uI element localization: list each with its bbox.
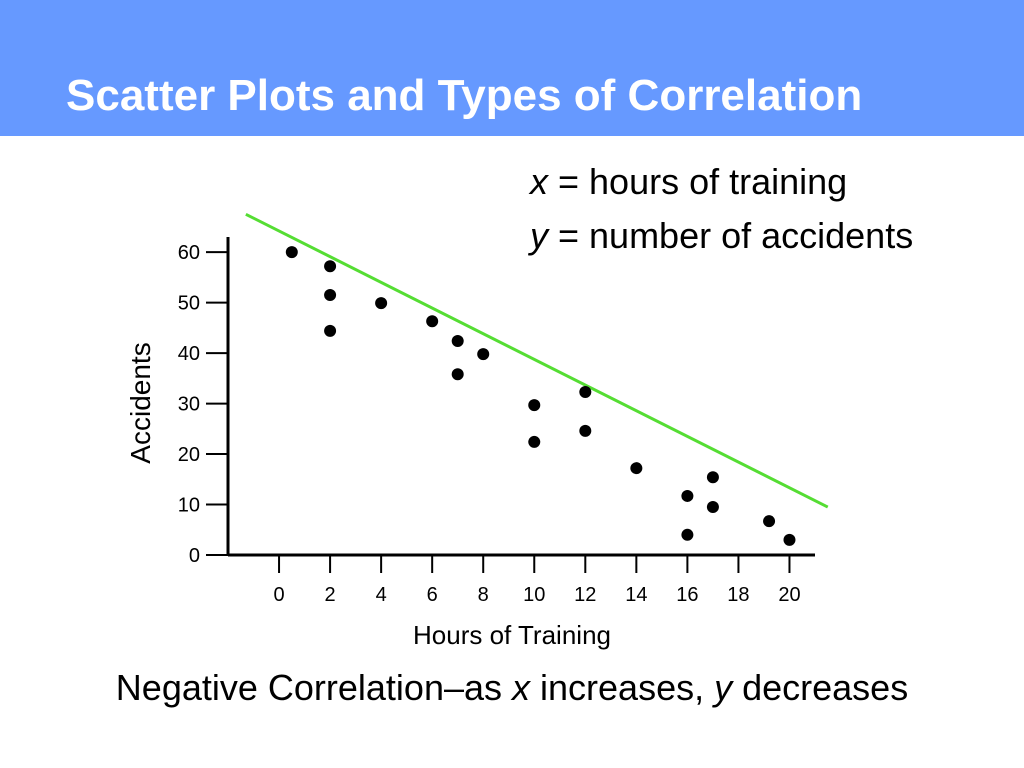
x-tick-label: 4 — [376, 584, 387, 606]
point — [579, 385, 592, 398]
definition: y = number of accidents — [527, 215, 913, 256]
point — [579, 424, 592, 437]
caption-part: increases, — [530, 667, 714, 708]
x-tick-label: 20 — [778, 584, 800, 606]
point — [426, 315, 439, 328]
x-tick-label: 14 — [625, 584, 647, 606]
point — [783, 533, 796, 546]
point — [285, 246, 298, 259]
point — [375, 297, 388, 310]
x-tick-label: 10 — [523, 584, 545, 606]
x-tick-label: 8 — [478, 584, 489, 606]
y-tick-label: 40 — [178, 343, 200, 365]
point — [324, 289, 337, 302]
y-tick-label: 0 — [189, 545, 200, 567]
definition: x = hours of training — [528, 161, 847, 202]
x-tick-label: 0 — [273, 584, 284, 606]
point — [528, 435, 541, 448]
point — [706, 501, 719, 514]
trend-line — [245, 212, 829, 509]
y-tick-label: 20 — [178, 444, 200, 466]
definition-text: = hours of training — [548, 161, 847, 202]
x-tick-label: 16 — [676, 584, 698, 606]
point — [324, 260, 337, 273]
y-tick-label: 50 — [178, 293, 200, 315]
point — [451, 334, 464, 347]
caption-part: Negative Correlation–as — [116, 667, 512, 708]
y-tick-label: 60 — [178, 242, 200, 264]
point — [706, 471, 719, 484]
caption-part: x — [510, 667, 532, 708]
slide-title: Scatter Plots and Types of Correlation — [66, 71, 862, 120]
title-bar — [0, 0, 1024, 136]
caption: Negative Correlation–as x increases, y d… — [116, 667, 908, 708]
x-tick-label: 6 — [427, 584, 438, 606]
point — [451, 368, 464, 381]
x-tick-label: 18 — [727, 584, 749, 606]
y-tick-label: 10 — [178, 495, 200, 517]
y-tick-label: 30 — [178, 394, 200, 416]
point — [763, 515, 776, 528]
x-tick-label: 12 — [574, 584, 596, 606]
variable: x — [528, 161, 550, 202]
y-axis-label: Accidents — [125, 342, 156, 463]
x-tick-label: 2 — [325, 584, 336, 606]
variable: y — [527, 215, 550, 256]
point — [477, 348, 490, 361]
point — [630, 462, 643, 475]
point — [528, 399, 541, 412]
definition-text: = number of accidents — [548, 215, 913, 256]
caption-part: y — [711, 667, 734, 708]
point — [681, 528, 694, 541]
point — [324, 324, 337, 337]
point — [681, 489, 694, 502]
x-axis-label: Hours of Training — [413, 620, 611, 650]
caption-part: decreases — [732, 667, 908, 708]
